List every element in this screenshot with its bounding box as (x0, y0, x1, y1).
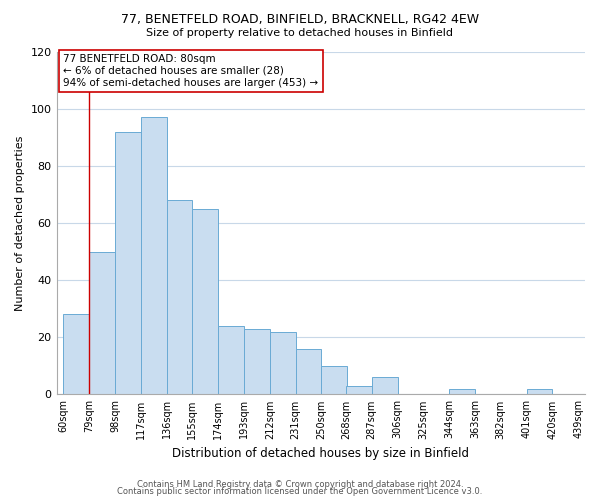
Bar (322, 366, 347, 394)
Text: Size of property relative to detached houses in Binfield: Size of property relative to detached ho… (146, 28, 454, 38)
X-axis label: Distribution of detached houses by size in Binfield: Distribution of detached houses by size … (172, 447, 469, 460)
Text: 77, BENETFELD ROAD, BINFIELD, BRACKNELL, RG42 4EW: 77, BENETFELD ROAD, BINFIELD, BRACKNELL,… (121, 12, 479, 26)
Y-axis label: Number of detached properties: Number of detached properties (15, 136, 25, 310)
Bar (218, 326, 244, 394)
Bar (89, 252, 115, 394)
Text: 77 BENETFELD ROAD: 80sqm
← 6% of detached houses are smaller (28)
94% of semi-de: 77 BENETFELD ROAD: 80sqm ← 6% of detache… (64, 54, 319, 88)
Bar (115, 132, 141, 394)
Bar (193, 208, 218, 394)
Bar (167, 200, 193, 394)
Text: Contains public sector information licensed under the Open Government Licence v3: Contains public sector information licen… (118, 487, 482, 496)
Bar (64, 314, 89, 394)
Bar (270, 332, 296, 394)
Bar (244, 328, 270, 394)
Bar (346, 386, 372, 394)
Text: Contains HM Land Registry data © Crown copyright and database right 2024.: Contains HM Land Registry data © Crown c… (137, 480, 463, 489)
Bar (141, 117, 167, 394)
Bar (449, 388, 475, 394)
Bar (527, 388, 553, 394)
Bar (372, 378, 398, 394)
Bar (296, 348, 322, 395)
